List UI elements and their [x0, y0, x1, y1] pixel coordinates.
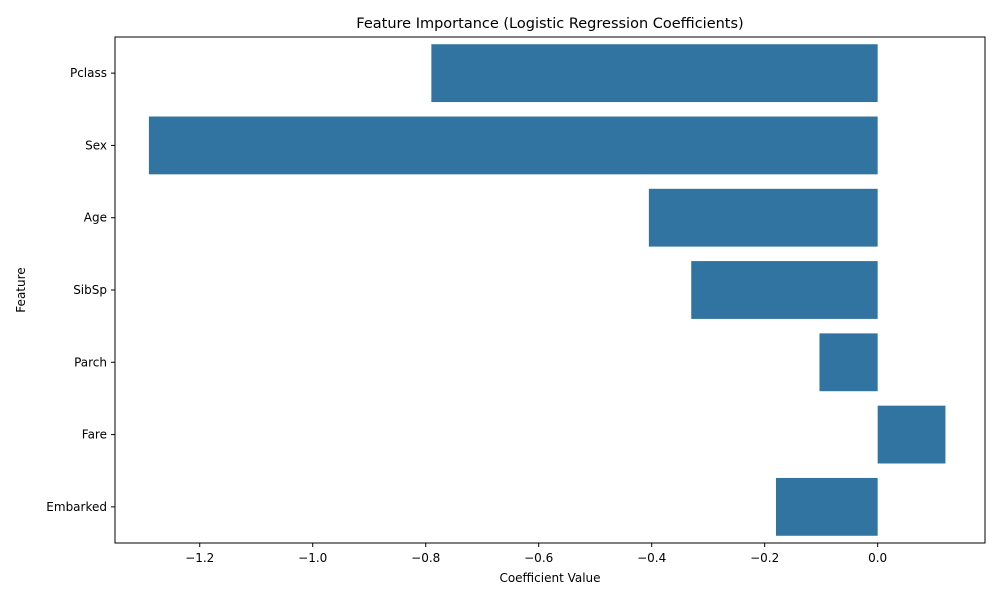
- plot-frame: [114, 36, 986, 544]
- bar-sibsp: [691, 261, 878, 319]
- y-tick-label: Sex: [85, 138, 107, 152]
- bar-sex: [148, 116, 878, 175]
- bar-embarked: [775, 477, 878, 536]
- bar-parch: [819, 333, 878, 392]
- x-axis-label: Coefficient Value: [499, 571, 600, 585]
- y-tick-label: SibSp: [73, 283, 107, 297]
- x-axis-ticks: −1.2 −1.0 −0.8 −0.6 −0.4 −0.2 0.0: [185, 543, 887, 565]
- bar-pclass: [431, 44, 878, 103]
- y-axis-ticks: Pclass Sex Age SibSp Parch Fare Embarked: [46, 66, 115, 514]
- y-axis-label: Feature: [14, 267, 28, 312]
- y-tick-label: Fare: [82, 428, 107, 442]
- y-tick-label: Pclass: [70, 66, 107, 80]
- x-tick-label: −0.6: [524, 551, 553, 565]
- x-tick-label: −1.0: [298, 551, 327, 565]
- x-tick-label: −0.2: [750, 551, 779, 565]
- y-tick-label: Age: [84, 211, 107, 225]
- bar-age: [648, 188, 878, 247]
- bars-group: [148, 44, 946, 536]
- x-tick-label: −0.4: [637, 551, 666, 565]
- bar-fare: [877, 405, 946, 464]
- chart-title: Feature Importance (Logistic Regression …: [356, 16, 743, 32]
- y-tick-label: Embarked: [46, 500, 107, 514]
- x-tick-label: −1.2: [185, 551, 214, 565]
- y-tick-label: Parch: [74, 355, 107, 369]
- x-tick-label: −0.8: [411, 551, 440, 565]
- x-tick-label: 0.0: [868, 551, 887, 565]
